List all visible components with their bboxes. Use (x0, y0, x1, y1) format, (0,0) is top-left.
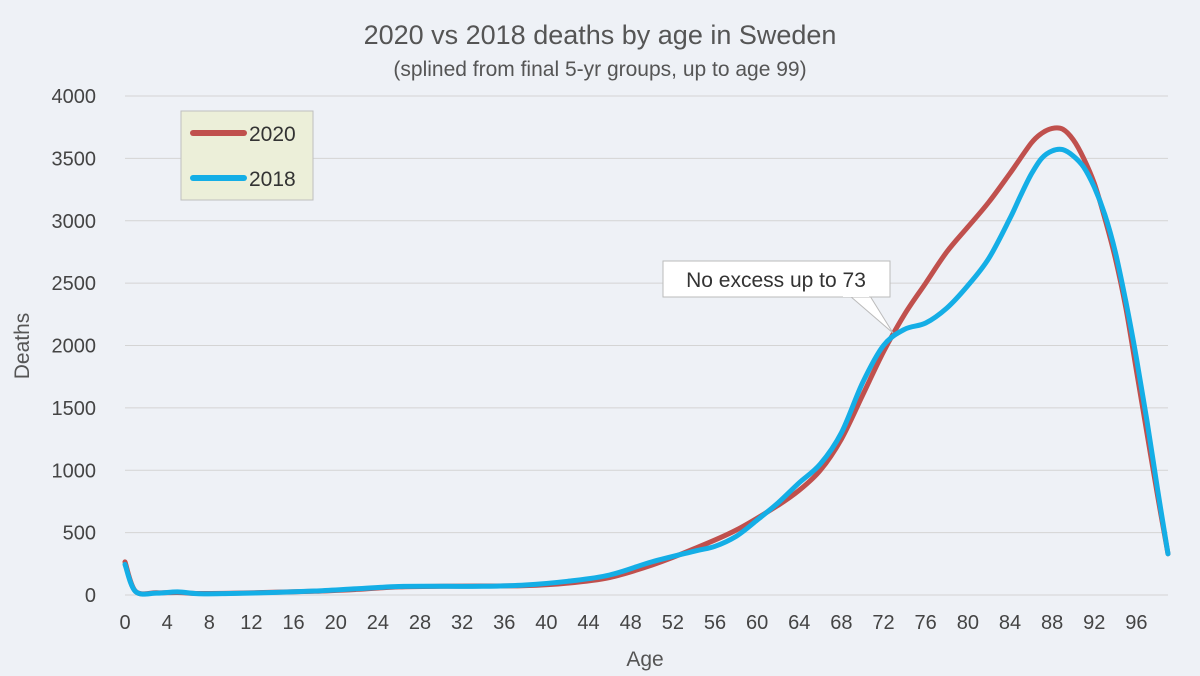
x-tick-label: 24 (367, 612, 389, 634)
x-tick-label: 12 (240, 612, 262, 634)
annotation-callout: No excess up to 73 (662, 260, 894, 334)
x-axis-ticks: 0 4 8 12 16 20 24 28 32 36 40 44 48 52 56 60 64 68 72 76 80 8… (119, 612, 1147, 634)
x-tick-label: 96 (1125, 612, 1147, 634)
x-tick-label: 68 (830, 612, 852, 634)
x-tick-label: 56 (704, 612, 726, 634)
y-axis-ticks: 0 500 1000 1500 2000 2500 3000 3500 4000 (52, 86, 97, 607)
x-tick-label: 60 (746, 612, 768, 634)
y-tick-label: 4000 (52, 86, 97, 108)
x-tick-label: 80 (957, 612, 979, 634)
y-tick-label: 0 (85, 585, 96, 607)
y-tick-label: 3500 (52, 148, 97, 170)
x-tick-label: 76 (915, 612, 937, 634)
legend-label-2020: 2020 (249, 123, 296, 146)
legend: 2020 2018 (180, 110, 314, 201)
chart-title: 2020 vs 2018 deaths by age in Sweden (364, 20, 837, 50)
x-tick-label: 0 (119, 612, 130, 634)
annotation-box (662, 260, 891, 298)
series-lines (122, 125, 1171, 597)
x-tick-label: 4 (162, 612, 173, 634)
x-tick-label: 92 (1083, 612, 1105, 634)
y-axis-label: Deaths (11, 313, 34, 380)
x-tick-label: 88 (1041, 612, 1063, 634)
y-tick-label: 1500 (52, 398, 97, 420)
x-tick-label: 48 (620, 612, 642, 634)
legend-box (180, 110, 314, 201)
x-tick-label: 72 (872, 612, 894, 634)
x-axis-label: Age (626, 648, 663, 671)
x-tick-label: 16 (282, 612, 304, 634)
x-tick-label: 64 (788, 612, 810, 634)
series-line-2018 (122, 146, 1171, 597)
x-tick-label: 8 (204, 612, 215, 634)
x-tick-label: 52 (662, 612, 684, 634)
y-tick-label: 1000 (52, 460, 97, 482)
chart-subtitle: (splined from final 5-yr groups, up to a… (393, 58, 806, 81)
x-tick-label: 84 (999, 612, 1021, 634)
x-tick-label: 40 (535, 612, 557, 634)
x-tick-label: 44 (577, 612, 599, 634)
legend-label-2018: 2018 (249, 168, 296, 191)
x-tick-label: 20 (325, 612, 347, 634)
x-tick-label: 32 (451, 612, 473, 634)
annotation-text: No excess up to 73 (686, 269, 866, 292)
y-tick-label: 3000 (52, 211, 97, 233)
x-tick-label: 36 (493, 612, 515, 634)
y-tick-label: 500 (63, 523, 96, 545)
y-tick-label: 2500 (52, 273, 97, 295)
y-tick-label: 2000 (52, 336, 97, 358)
x-tick-label: 28 (409, 612, 431, 634)
